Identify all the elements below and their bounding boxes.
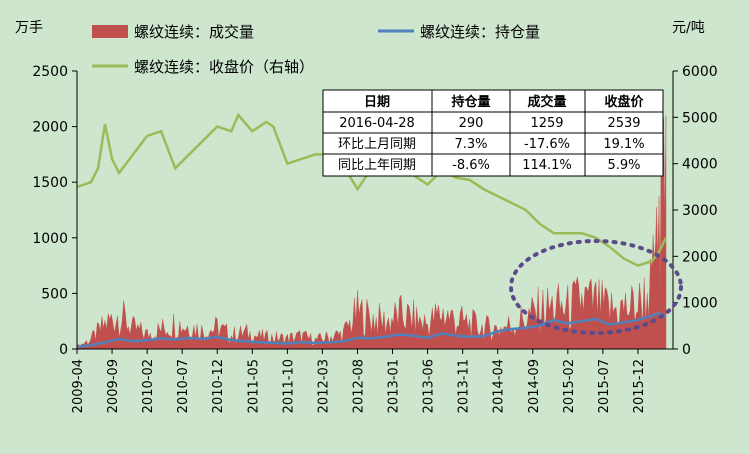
axes-layer <box>76 71 674 350</box>
legend-label-close-price: 螺纹连续：收盘价（右轴） <box>134 58 314 76</box>
table-cell: 2016-04-28 <box>339 116 415 131</box>
table-cell: 5.9% <box>607 158 640 173</box>
legend-label-open-interest: 螺纹连续：持仓量 <box>420 23 540 41</box>
series-line-open-interest <box>76 312 667 349</box>
left-tick-label: 0 <box>59 342 68 358</box>
left-unit-label: 万手 <box>15 20 43 36</box>
table-cell: 同比上年同期 <box>338 158 416 173</box>
left-tick-label: 1000 <box>32 231 68 247</box>
left-axis-ticks: 0 500 1000 1500 2000 2500 <box>32 64 77 358</box>
x-tick-label: 2015-07 <box>597 359 612 413</box>
x-tick-label: 2012-03 <box>316 359 331 413</box>
left-tick-label: 2500 <box>32 64 68 80</box>
table-header-volume: 成交量 <box>527 94 566 110</box>
table-cell: 114.1% <box>522 158 572 173</box>
right-tick-label: 5000 <box>682 110 718 126</box>
x-tick-label: 2015-12 <box>632 359 647 413</box>
x-tick-label: 2009-09 <box>106 359 121 413</box>
table-header-date: 日期 <box>364 95 390 110</box>
right-tick-label: 0 <box>682 342 691 358</box>
x-tick-label: 2010-12 <box>211 359 226 413</box>
x-tick-label: 2015-02 <box>562 359 577 413</box>
x-tick-label: 2013-06 <box>422 359 437 413</box>
x-tick-label: 2013-11 <box>457 359 472 413</box>
table-cell: 2539 <box>607 116 640 131</box>
series-line-close-price <box>76 112 668 267</box>
x-tick-label: 2014-04 <box>492 359 507 413</box>
right-tick-label: 2000 <box>682 249 718 265</box>
x-tick-label: 2009-04 <box>71 359 86 413</box>
table-cell: 1259 <box>530 116 563 131</box>
x-tick-label: 2012-08 <box>351 359 366 413</box>
right-axis-ticks: 0 1000 2000 3000 4000 5000 6000 <box>673 64 718 358</box>
right-unit-label: 元/吨 <box>672 20 705 36</box>
table-cell: 19.1% <box>603 137 644 152</box>
table-cell: 环比上月同期 <box>338 137 416 152</box>
x-axis-ticks: 2009-04 2009-09 2010-02 2010-07 2010-12 2011-… <box>71 349 647 413</box>
x-tick-label: 2011-05 <box>246 359 261 413</box>
highlight-ellipse <box>509 239 683 335</box>
x-tick-label: 2011-10 <box>281 359 296 413</box>
table-cell: -17.6% <box>524 137 570 152</box>
table-header-open-interest: 持仓量 <box>451 94 490 110</box>
data-table: 日期 持仓量 成交量 收盘价 2016-04-28 290 1259 2539 … <box>322 89 664 177</box>
right-tick-label: 6000 <box>682 64 718 80</box>
right-tick-label: 4000 <box>682 157 718 173</box>
series-layer <box>76 110 668 350</box>
legend-label-volume: 螺纹连续：成交量 <box>134 23 254 41</box>
x-tick-label: 2010-02 <box>141 359 156 413</box>
table-cell: 290 <box>459 116 484 131</box>
x-tick-label: 2010-07 <box>176 359 191 413</box>
left-tick-label: 2000 <box>32 120 68 136</box>
table-header-close: 收盘价 <box>604 94 644 110</box>
right-tick-label: 3000 <box>682 203 718 219</box>
x-tick-label: 2014-09 <box>527 359 542 413</box>
right-tick-label: 1000 <box>682 296 718 312</box>
x-tick-label: 2013-01 <box>387 359 402 413</box>
legend-swatch-volume <box>92 25 128 38</box>
table-cell: 7.3% <box>454 137 487 152</box>
table-cell: -8.6% <box>452 158 490 173</box>
left-tick-label: 1500 <box>32 175 68 191</box>
left-tick-label: 500 <box>41 286 68 302</box>
